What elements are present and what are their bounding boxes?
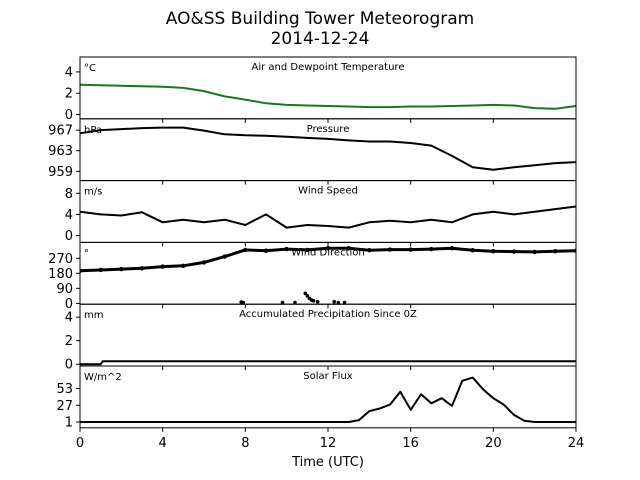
y-tick-label: 0 [65, 108, 73, 123]
wind-direction-outlier [336, 300, 341, 305]
y-tick-label: 959 [48, 165, 73, 180]
x-tick-label: 8 [241, 436, 249, 451]
series-line [80, 205, 576, 229]
y-tick-label: 4 [65, 208, 73, 223]
panels: 024 °C Air and Dewpoint Temperature9599639… [48, 56, 585, 451]
y-tick-label: 2 [65, 87, 73, 102]
panel-unit: hPa [84, 125, 102, 136]
wind-direction-outlier [280, 300, 285, 305]
panel-unit: W/m^2 [84, 372, 122, 383]
y-tick-label: 967 [48, 124, 73, 139]
y-tick-label: 2 [65, 334, 73, 349]
panel-unit: °C [84, 63, 96, 74]
wind-direction-outlier [303, 291, 308, 296]
y-tick-label: 180 [48, 267, 73, 282]
wind-direction-outlier [241, 300, 246, 305]
y-tick-label: 4 [65, 311, 73, 326]
panel-2: 0 4 8 m/s Wind Speed [65, 180, 577, 247]
panel-title: Wind Speed [298, 186, 358, 197]
panel-0: 0 2 4 °C Air and Dewpoint Temperature [65, 56, 577, 123]
panel-5: 1 27 53 W/m^2 Solar Flux 0 4 8 12 16 20 24 [56, 365, 585, 451]
y-tick-label: 90 [56, 282, 73, 297]
x-tick-label: 0 [76, 436, 84, 451]
series-line [80, 360, 576, 366]
panel-title: Solar Flux [303, 371, 353, 382]
wind-direction-outlier [342, 300, 347, 305]
panel-4: 0 2 4 mm Accumulated Precipitation Since 0Z [65, 303, 577, 373]
figure-date: 2014-12-24 [271, 29, 370, 49]
panel-unit: mm [84, 310, 103, 321]
series-line [80, 83, 576, 110]
y-tick-label: 27 [56, 399, 73, 414]
panel-title: Pressure [307, 124, 350, 135]
y-tick-label: 0 [65, 358, 73, 373]
panel-unit: m/s [84, 187, 102, 198]
wind-direction-outlier [332, 299, 337, 304]
series-line [80, 376, 576, 423]
y-tick-label: 270 [48, 252, 73, 267]
y-tick-label: 0 [65, 297, 73, 312]
x-tick-label: 12 [320, 436, 337, 451]
x-tick-label: 20 [485, 436, 502, 451]
x-tick-label: 4 [159, 436, 167, 451]
wind-direction-outlier [293, 300, 297, 305]
x-axis-label: Time (UTC) [291, 455, 364, 470]
series-line [80, 126, 576, 171]
y-tick-label: 8 [65, 187, 73, 202]
y-tick-label: 1 [65, 416, 73, 431]
figure-title: AO&SS Building Tower Meteorogram [166, 9, 474, 29]
y-tick-label: 53 [56, 382, 73, 397]
y-tick-label: 963 [48, 144, 73, 159]
panel-title: Air and Dewpoint Temperature [252, 62, 405, 73]
x-tick-label: 24 [568, 436, 585, 451]
wind-direction-outlier [315, 299, 320, 304]
y-tick-label: 4 [65, 65, 73, 80]
panel-title: Accumulated Precipitation Since 0Z [239, 309, 417, 320]
panel-1: 959 963 967 hPa Pressure [48, 118, 577, 185]
panel-title: Wind Direction [291, 247, 365, 258]
y-tick-label: 0 [65, 229, 73, 244]
wind-direction-outlier [311, 299, 316, 303]
panel-unit: ° [84, 248, 89, 259]
wind-direction-band [80, 246, 576, 273]
x-tick-label: 16 [402, 436, 419, 451]
wind-direction-outlier [305, 294, 310, 298]
